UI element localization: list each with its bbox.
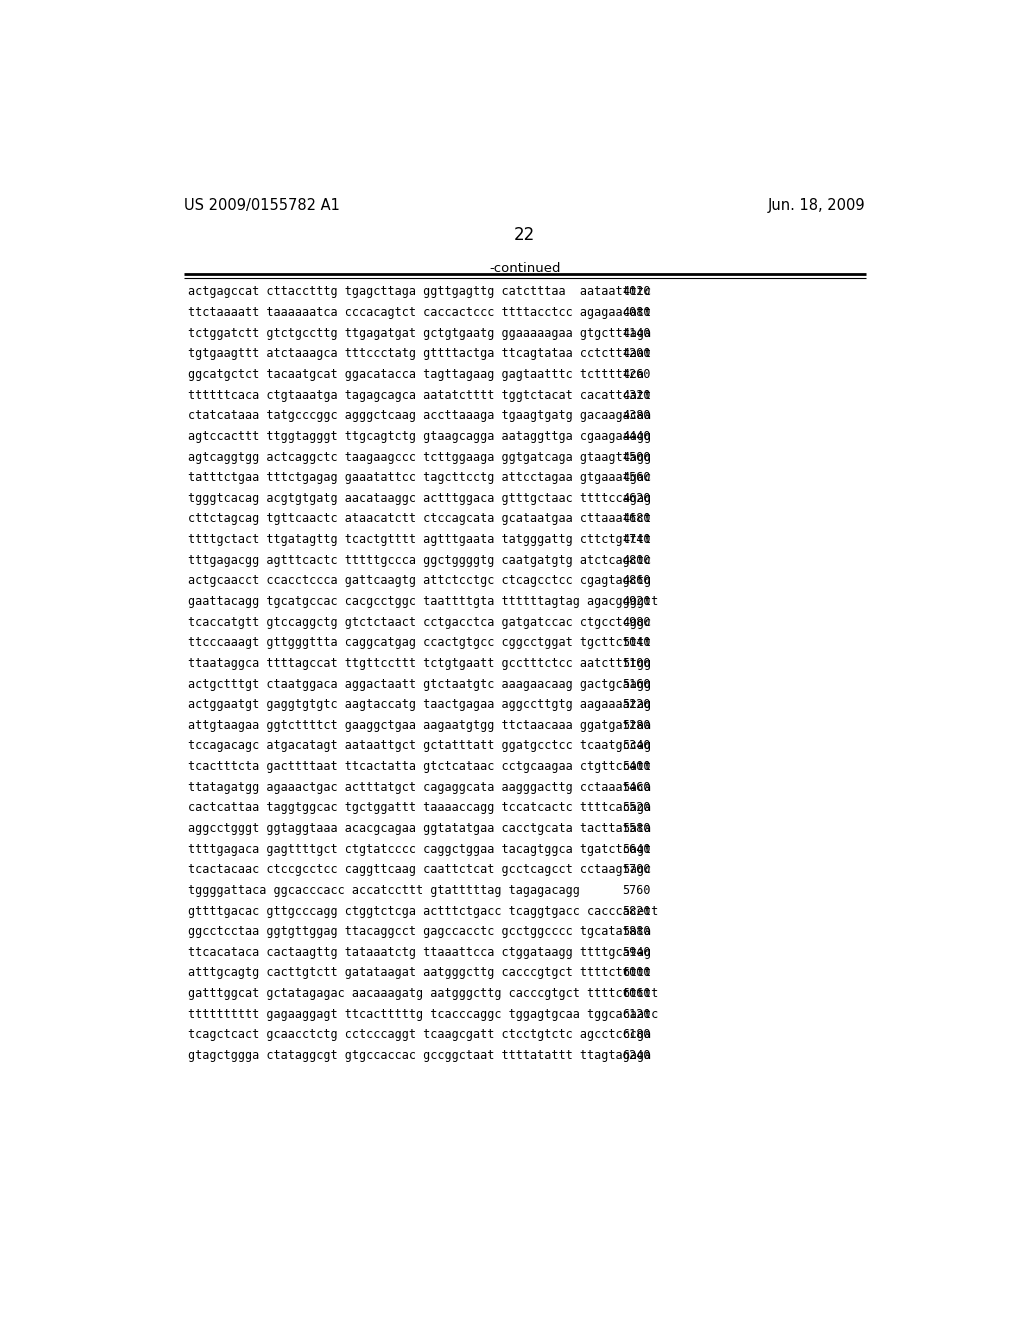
Text: 5640: 5640 [623, 842, 651, 855]
Text: gtagctggga ctataggcgt gtgccaccac gccggctaat ttttatattt ttagtagaga: gtagctggga ctataggcgt gtgccaccac gccggct… [188, 1049, 651, 1063]
Text: tatttctgaa tttctgagag gaaatattcc tagcttcctg attcctagaa gtgaaatgac: tatttctgaa tttctgagag gaaatattcc tagcttc… [188, 471, 651, 484]
Text: ttatagatgg agaaactgac actttatgct cagaggcata aagggacttg cctaaataca: ttatagatgg agaaactgac actttatgct cagaggc… [188, 780, 651, 793]
Text: 5160: 5160 [623, 677, 651, 690]
Text: 22: 22 [514, 226, 536, 244]
Text: tgggtcacag acgtgtgatg aacataaggc actttggaca gtttgctaac ttttccagag: tgggtcacag acgtgtgatg aacataaggc actttgg… [188, 492, 651, 504]
Text: aggcctgggt ggtaggtaaa acacgcagaa ggtatatgaa cacctgcata tacttatata: aggcctgggt ggtaggtaaa acacgcagaa ggtatat… [188, 822, 651, 836]
Text: agtcaggtgg actcaggctc taagaagccc tcttggaaga ggtgatcaga gtaagttagg: agtcaggtgg actcaggctc taagaagccc tcttgga… [188, 450, 651, 463]
Text: 5580: 5580 [623, 822, 651, 836]
Text: ttctaaaatt taaaaaatca cccacagtct caccactccc ttttacctcc agagaacatt: ttctaaaatt taaaaaatca cccacagtct caccact… [188, 306, 651, 319]
Text: 4080: 4080 [623, 306, 651, 319]
Text: 5940: 5940 [623, 946, 651, 958]
Text: 5520: 5520 [623, 801, 651, 814]
Text: 5880: 5880 [623, 925, 651, 939]
Text: ttcccaaagt gttgggttta caggcatgag ccactgtgcc cggcctggat tgcttctttt: ttcccaaagt gttgggttta caggcatgag ccactgt… [188, 636, 651, 649]
Text: ttttgctact ttgatagttg tcactgtttt agtttgaata tatgggattg cttctgtttt: ttttgctact ttgatagttg tcactgtttt agtttga… [188, 533, 651, 546]
Text: 4980: 4980 [623, 615, 651, 628]
Text: 5400: 5400 [623, 760, 651, 774]
Text: 4380: 4380 [623, 409, 651, 422]
Text: 6120: 6120 [623, 1007, 651, 1020]
Text: cttctagcag tgttcaactc ataacatctt ctccagcata gcataatgaa cttaaattct: cttctagcag tgttcaactc ataacatctt ctccagc… [188, 512, 651, 525]
Text: Jun. 18, 2009: Jun. 18, 2009 [768, 198, 866, 214]
Text: US 2009/0155782 A1: US 2009/0155782 A1 [183, 198, 340, 214]
Text: ttttgagaca gagttttgct ctgtatcccc caggctggaa tacagtggca tgatctcagt: ttttgagaca gagttttgct ctgtatcccc caggctg… [188, 842, 651, 855]
Text: gatttggcat gctatagagac aacaaagatg aatgggcttg cacccgtgct ttttcttttt: gatttggcat gctatagagac aacaaagatg aatggg… [188, 987, 658, 1001]
Text: 4680: 4680 [623, 512, 651, 525]
Text: 4860: 4860 [623, 574, 651, 587]
Text: ggcatgctct tacaatgcat ggacatacca tagttagaag gagtaatttc tctttttca: ggcatgctct tacaatgcat ggacatacca tagttag… [188, 368, 644, 381]
Text: tgtgaagttt atctaaagca tttccctatg gttttactga ttcagtataa cctctttaat: tgtgaagttt atctaaagca tttccctatg gttttac… [188, 347, 651, 360]
Text: 4260: 4260 [623, 368, 651, 381]
Text: ttaataggca ttttagccat ttgttccttt tctgtgaatt gcctttctcc aatcttttgg: ttaataggca ttttagccat ttgttccttt tctgtga… [188, 657, 651, 669]
Text: 4740: 4740 [623, 533, 651, 546]
Text: ctatcataaa tatgcccggc agggctcaag accttaaaga tgaagtgatg gacaagacaa: ctatcataaa tatgcccggc agggctcaag accttaa… [188, 409, 651, 422]
Text: 4200: 4200 [623, 347, 651, 360]
Text: ttttttcaca ctgtaaatga tagagcagca aatatctttt tggtctacat cacattcatt: ttttttcaca ctgtaaatga tagagcagca aatatct… [188, 388, 651, 401]
Text: actgcaacct ccacctccca gattcaagtg attctcctgc ctcagcctcc cgagtagctg: actgcaacct ccacctccca gattcaagtg attctcc… [188, 574, 651, 587]
Text: 4440: 4440 [623, 430, 651, 444]
Text: 6000: 6000 [623, 966, 651, 979]
Text: atttgcagtg cacttgtctt gatataagat aatgggcttg cacccgtgct ttttcttttt: atttgcagtg cacttgtctt gatataagat aatgggc… [188, 966, 651, 979]
Text: 6240: 6240 [623, 1049, 651, 1063]
Text: 4020: 4020 [623, 285, 651, 298]
Text: 4140: 4140 [623, 327, 651, 339]
Text: attgtaagaa ggtcttttct gaaggctgaa aagaatgtgg ttctaacaaa ggatgattaa: attgtaagaa ggtcttttct gaaggctgaa aagaatg… [188, 719, 651, 731]
Text: tcactacaac ctccgcctcc caggttcaag caattctcat gcctcagcct cctaagtagc: tcactacaac ctccgcctcc caggttcaag caattct… [188, 863, 651, 876]
Text: -continued: -continued [489, 263, 560, 276]
Text: 4560: 4560 [623, 471, 651, 484]
Text: 4620: 4620 [623, 492, 651, 504]
Text: tcagctcact gcaacctctg cctcccaggt tcaagcgatt ctcctgtctc agcctcccga: tcagctcact gcaacctctg cctcccaggt tcaagcg… [188, 1028, 651, 1041]
Text: agtccacttt ttggtagggt ttgcagtctg gtaagcagga aataggttga cgaagaaagg: agtccacttt ttggtagggt ttgcagtctg gtaagca… [188, 430, 651, 444]
Text: actgagccat cttacctttg tgagcttaga ggttgagttg catctttaa  aataattttc: actgagccat cttacctttg tgagcttaga ggttgag… [188, 285, 651, 298]
Text: ggcctcctaa ggtgttggag ttacaggcct gagccacctc gcctggcccc tgcatatata: ggcctcctaa ggtgttggag ttacaggcct gagccac… [188, 925, 651, 939]
Text: 5100: 5100 [623, 657, 651, 669]
Text: 5040: 5040 [623, 636, 651, 649]
Text: gttttgacac gttgcccagg ctggtctcga actttctgacc tcaggtgacc cacccacett: gttttgacac gttgcccagg ctggtctcga actttct… [188, 904, 658, 917]
Text: 4500: 4500 [623, 450, 651, 463]
Text: tttttttttt gagaaggagt ttcactttttg tcacccaggc tggagtgcaa tggcacaatc: tttttttttt gagaaggagt ttcactttttg tcaccc… [188, 1007, 658, 1020]
Text: tcaccatgtt gtccaggctg gtctctaact cctgacctca gatgatccac ctgcctcggc: tcaccatgtt gtccaggctg gtctctaact cctgacc… [188, 615, 651, 628]
Text: 5760: 5760 [623, 884, 651, 896]
Text: tccagacagc atgacatagt aataattgct gctatttatt ggatgcctcc tcaatgccag: tccagacagc atgacatagt aataattgct gctattt… [188, 739, 651, 752]
Text: 5700: 5700 [623, 863, 651, 876]
Text: 4920: 4920 [623, 595, 651, 609]
Text: tttgagacgg agtttcactc tttttgccca ggctggggtg caatgatgtg atctcagctc: tttgagacgg agtttcactc tttttgccca ggctggg… [188, 553, 651, 566]
Text: cactcattaa taggtggcac tgctggattt taaaaccagg tccatcactc ttttcacaga: cactcattaa taggtggcac tgctggattt taaaacc… [188, 801, 651, 814]
Text: tctggatctt gtctgccttg ttgagatgat gctgtgaatg ggaaaaagaa gtgctttaga: tctggatctt gtctgccttg ttgagatgat gctgtga… [188, 327, 651, 339]
Text: 6180: 6180 [623, 1028, 651, 1041]
Text: 4320: 4320 [623, 388, 651, 401]
Text: tcactttcta gacttttaat ttcactatta gtctcataac cctgcaagaa ctgttccatt: tcactttcta gacttttaat ttcactatta gtctcat… [188, 760, 651, 774]
Text: gaattacagg tgcatgccac cacgcctggc taattttgta ttttttagtag agacggggtt: gaattacagg tgcatgccac cacgcctggc taatttt… [188, 595, 658, 609]
Text: 5820: 5820 [623, 904, 651, 917]
Text: 5220: 5220 [623, 698, 651, 711]
Text: 5460: 5460 [623, 780, 651, 793]
Text: 6060: 6060 [623, 987, 651, 1001]
Text: actggaatgt gaggtgtgtc aagtaccatg taactgagaa aggccttgtg aagaaaatag: actggaatgt gaggtgtgtc aagtaccatg taactga… [188, 698, 651, 711]
Text: 4800: 4800 [623, 553, 651, 566]
Text: 5280: 5280 [623, 719, 651, 731]
Text: tggggattaca ggcacccacc accatccttt gtatttttag tagagacagg: tggggattaca ggcacccacc accatccttt gtattt… [188, 884, 581, 896]
Text: 5340: 5340 [623, 739, 651, 752]
Text: actgctttgt ctaatggaca aggactaatt gtctaatgtc aaagaacaag gactgcaagg: actgctttgt ctaatggaca aggactaatt gtctaat… [188, 677, 651, 690]
Text: ttcacataca cactaagttg tataaatctg ttaaattcca ctggataagg ttttgcatag: ttcacataca cactaagttg tataaatctg ttaaatt… [188, 946, 651, 958]
